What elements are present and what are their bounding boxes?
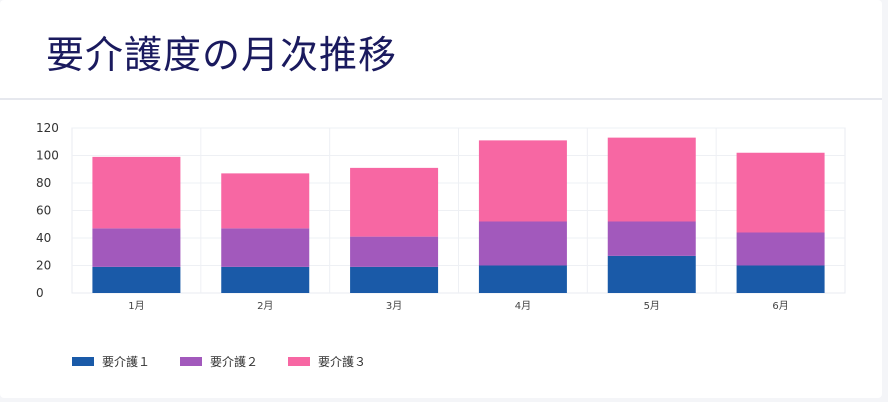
y-tick-label: 0 — [36, 286, 44, 300]
x-tick-label: 5月 — [644, 300, 660, 312]
bar-segment-1 — [221, 266, 310, 293]
bar-segment-3 — [221, 173, 310, 229]
legend-swatch — [180, 356, 203, 366]
x-tick-label: 4月 — [515, 300, 531, 312]
y-tick-label: 20 — [36, 259, 51, 273]
bar-segment-3 — [607, 137, 696, 222]
bar-segment-2 — [221, 228, 310, 267]
legend-item: 要介護１ — [72, 353, 150, 370]
x-tick-label: 1月 — [128, 300, 144, 312]
chart-legend: 要介護１ 要介護２ 要介護３ — [72, 352, 396, 370]
legend-item: 要介護３ — [288, 353, 366, 370]
bar-segment-2 — [736, 232, 825, 266]
bar-segment-1 — [92, 266, 181, 293]
bar-segment-1 — [350, 266, 439, 293]
y-tick-label: 100 — [36, 149, 59, 163]
y-tick-label: 80 — [36, 176, 51, 190]
page-title: 要介護度の月次推移 — [46, 33, 398, 77]
legend-label: 要介護１ — [102, 354, 151, 369]
x-tick-label: 2月 — [257, 300, 273, 312]
bar-segment-1 — [478, 265, 567, 293]
bar-segment-1 — [736, 265, 825, 293]
bar-segment-3 — [736, 152, 825, 233]
y-tick-label: 40 — [36, 231, 51, 245]
bar-segment-2 — [350, 236, 439, 267]
bar-segment-2 — [478, 221, 567, 266]
card-header: 要介護度の月次推移 — [0, 0, 882, 100]
legend-swatch — [288, 356, 311, 366]
bar-segment-1 — [607, 255, 696, 293]
y-tick-label: 60 — [36, 204, 51, 218]
x-tick-label: 3月 — [386, 300, 402, 312]
legend-swatch — [72, 356, 94, 366]
bar-segment-2 — [607, 221, 696, 256]
legend-label: 要介護２ — [210, 354, 259, 369]
legend-label: 要介護３ — [318, 354, 367, 369]
x-tick-label: 6月 — [772, 300, 788, 312]
y-tick-label: 120 — [36, 121, 59, 135]
bar-segment-2 — [92, 228, 181, 267]
bar-segment-3 — [478, 140, 567, 222]
bar-segment-3 — [350, 167, 439, 237]
bar-segment-3 — [92, 156, 181, 229]
legend-item: 要介護２ — [180, 353, 258, 370]
